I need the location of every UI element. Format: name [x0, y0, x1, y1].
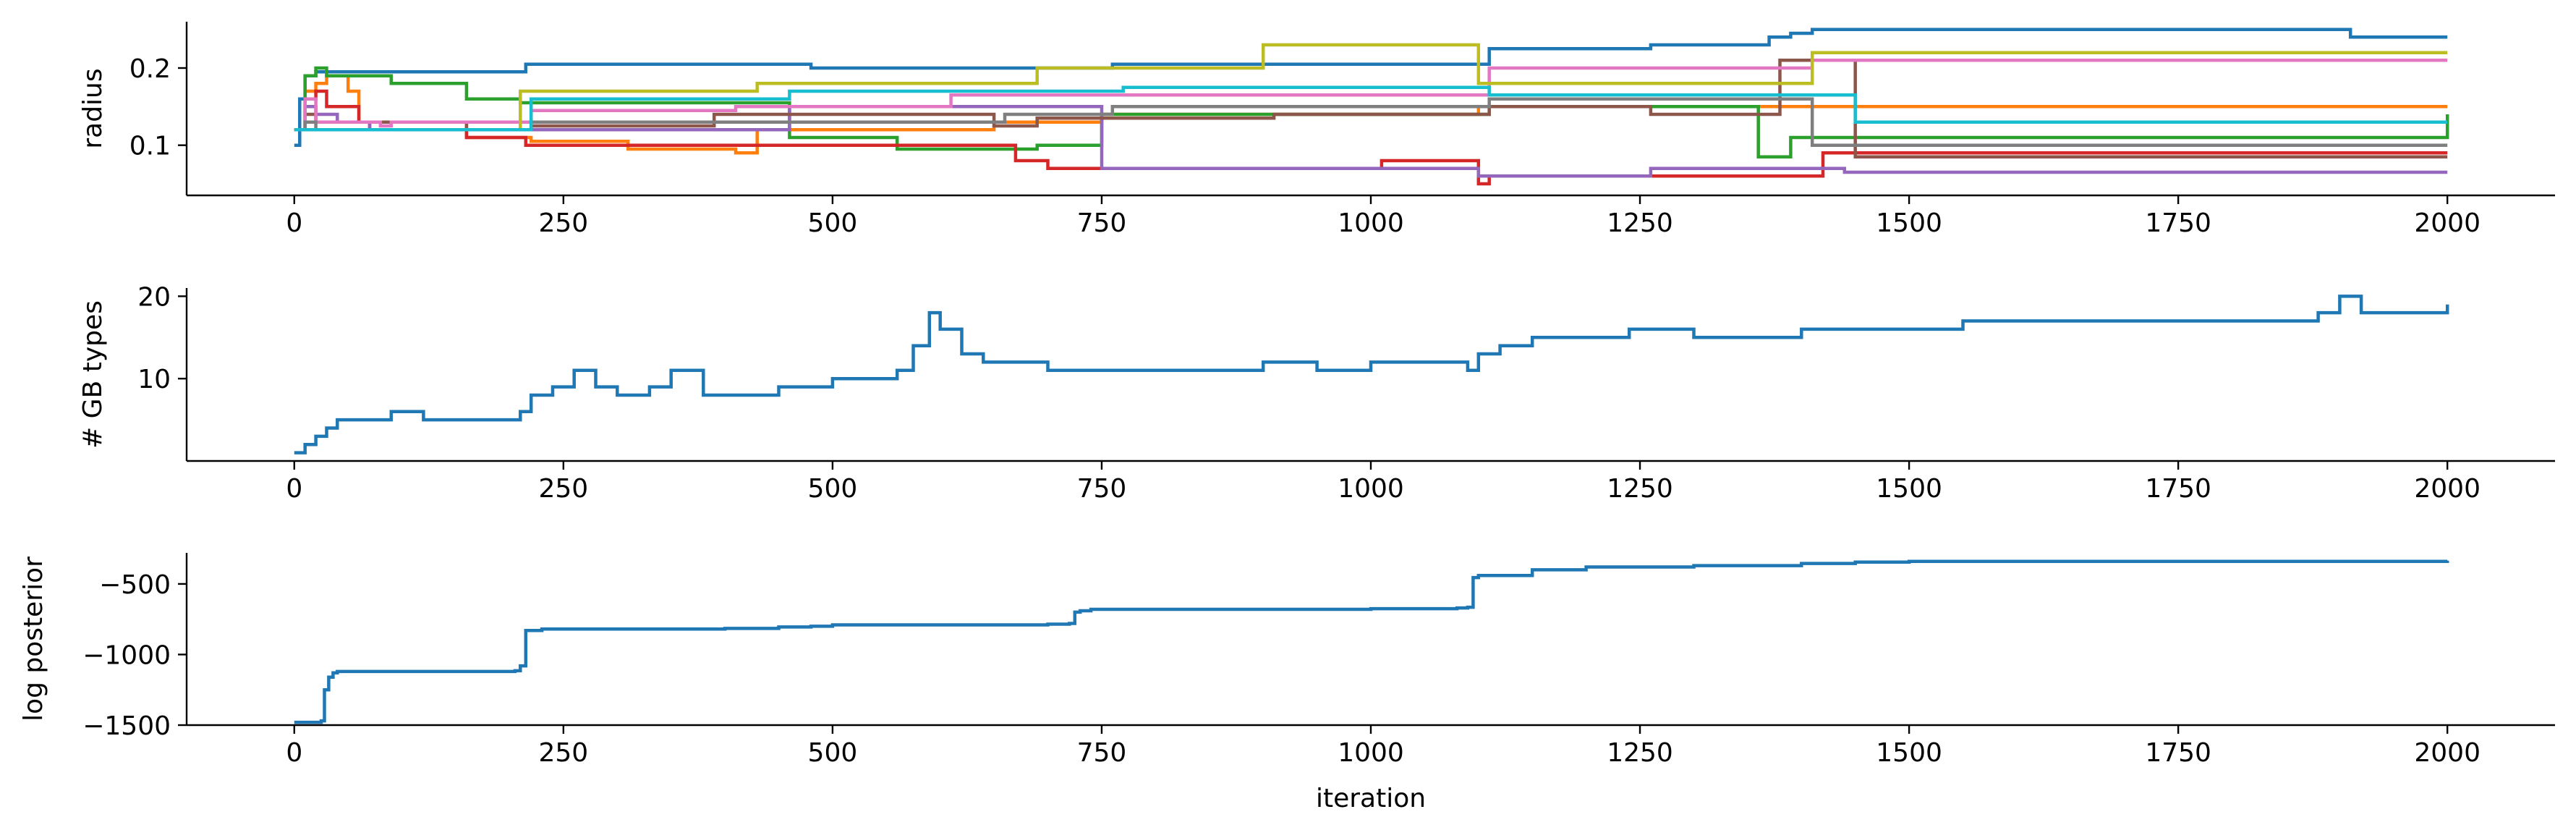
- log-posterior-x-tick-label: 750: [1077, 738, 1127, 768]
- log-posterior-x-tick-label: 500: [808, 738, 858, 768]
- log-posterior-x-tick-label: 0: [286, 738, 302, 768]
- log-posterior-x-tick-label: 1750: [2145, 738, 2211, 768]
- gb-types-x-tick-label: 750: [1077, 474, 1127, 504]
- gb-types-panel: 0 250 500 750 1000 1250 1500 1750 2000 10 20 # GB t…: [78, 282, 2555, 504]
- radius-x-tick-label: 1000: [1338, 208, 1404, 238]
- radius-series-line-7: [294, 97, 2448, 147]
- radius-x-tick-label: 500: [808, 208, 858, 238]
- radius-x-tick-label: 1500: [1876, 208, 1942, 238]
- gb-types-x-tick-label: 0: [286, 474, 302, 504]
- gb-types-x-tick-label: 1000: [1338, 474, 1404, 504]
- log-posterior-x-tick-label: 250: [539, 738, 589, 768]
- radius-y-tick-label: 0.2: [129, 54, 171, 84]
- radius-series-line-9: [294, 85, 2448, 132]
- gb-types-x-tick-label: 1250: [1607, 474, 1673, 504]
- gb-types-x-tick-label: 500: [808, 474, 858, 504]
- log-posterior-y-tick-label: −500: [99, 570, 171, 600]
- radius-series-line-3: [294, 89, 2448, 186]
- log-posterior-x-tick-label: 1000: [1338, 738, 1404, 768]
- log-posterior-y-tick-label: −1500: [82, 711, 171, 741]
- gb-types-x-tick-label: 1750: [2145, 474, 2211, 504]
- radius-y-axis-label: radius: [78, 68, 108, 148]
- radius-x-tick-label: 1750: [2145, 208, 2211, 238]
- log-posterior-y-axis-label: log posterior: [19, 556, 48, 721]
- log-posterior-x-tick-label: 1250: [1607, 738, 1673, 768]
- radius-x-tick-label: 750: [1077, 208, 1127, 238]
- radius-y-tick-label: 0.1: [129, 132, 171, 161]
- radius-panel: 0 250 500 750 1000 1250 1500 1750 2000 0.1 0.2 radi…: [78, 22, 2555, 238]
- gb-types-y-axis-label: # GB types: [78, 300, 108, 449]
- gb-types-x-tick-label: 250: [539, 474, 589, 504]
- radius-x-tick-label: 0: [286, 208, 302, 238]
- gb-types-y-tick-label: 10: [137, 365, 171, 394]
- log-posterior-x-tick-label: 2000: [2414, 738, 2481, 768]
- log-posterior-y-tick-label: −1000: [82, 640, 171, 670]
- radius-x-tick-label: 250: [539, 208, 589, 238]
- gb-types-x-tick-label: 2000: [2414, 474, 2481, 504]
- radius-series-line-2: [294, 66, 2449, 158]
- gb-types-y-tick-label: 20: [137, 282, 171, 312]
- radius-series-line-6: [294, 59, 2448, 132]
- radius-series-group: [294, 27, 2449, 186]
- radius-x-tick-label: 2000: [2414, 208, 2481, 238]
- gb-types-series-line-0: [294, 295, 2449, 454]
- log-posterior-x-axis-label: iteration: [1316, 784, 1426, 813]
- radius-series-line-8: [294, 43, 2448, 132]
- gb-types-series-group: [294, 295, 2449, 454]
- log-posterior-series-line-0: [294, 559, 2449, 724]
- log-posterior-x-tick-label: 1500: [1876, 738, 1942, 768]
- radius-x-tick-label: 1250: [1607, 208, 1673, 238]
- gb-types-x-tick-label: 1500: [1876, 474, 1942, 504]
- log-posterior-series-group: [294, 559, 2449, 724]
- log-posterior-panel: 0 250 500 750 1000 1250 1500 1750 2000 −1500 −1000…: [19, 553, 2555, 813]
